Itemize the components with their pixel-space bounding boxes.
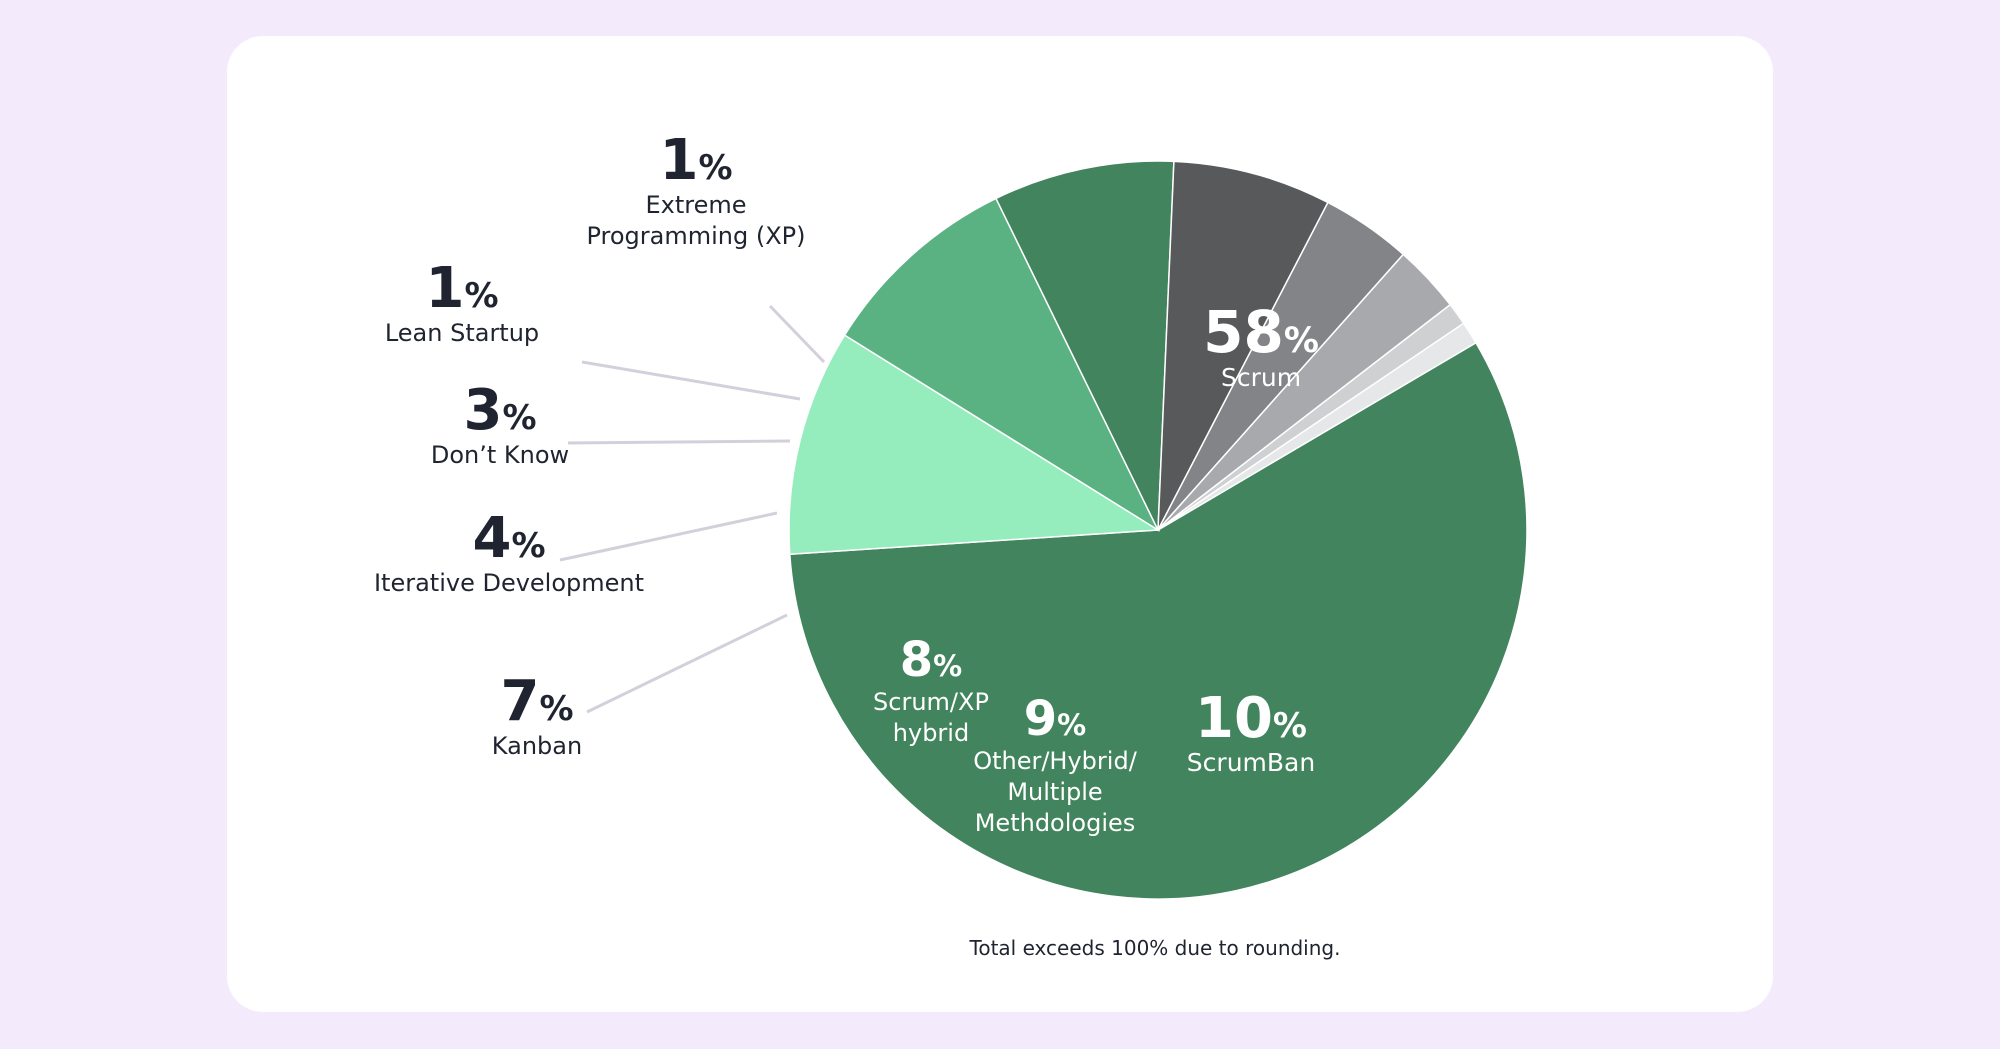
slice-value-label: 4% — [472, 506, 545, 571]
slice-label: 1%Extreme Programming (XP) — [586, 128, 805, 250]
slice-value-label: 10% — [1195, 686, 1307, 751]
leader-line — [567, 439, 791, 445]
slice-label: 8%Scrum/XP hybrid — [873, 632, 989, 747]
slice-category-label: Scrum — [1221, 363, 1301, 392]
leader-lines — [559, 304, 826, 714]
slice-category-label: Don’t Know — [431, 441, 569, 469]
slice-label: 10%ScrumBan — [1187, 686, 1315, 777]
pie-slice-extreme-programming-xp — [1157, 322, 1477, 531]
slice-category-label: ScrumBan — [1187, 748, 1315, 777]
slice-category-label: Lean Startup — [385, 319, 539, 347]
slice-label: 3%Don’t Know — [431, 378, 569, 469]
pie-slice-scrum-xp-hybrid — [994, 160, 1175, 531]
slice-category-label: Iterative Development — [374, 569, 644, 597]
leader-line — [586, 613, 788, 714]
slice-value-label: 1% — [659, 128, 732, 193]
slice-label: 1%Lean Startup — [385, 256, 539, 347]
slice-value-label: 58% — [1203, 298, 1319, 366]
pie-slice-scrum — [788, 341, 1528, 900]
slice-value-label: 7% — [500, 669, 573, 734]
pie-slice-scrumban — [788, 334, 1161, 556]
slice-label: 9%Other/Hybrid/Multiple Methdologies — [973, 691, 1137, 837]
pie-slice-kanban — [1157, 160, 1329, 531]
slice-value-label: 3% — [463, 378, 536, 443]
leader-line — [768, 304, 826, 364]
slice-label: 58%Scrum — [1203, 298, 1319, 392]
leader-line — [581, 360, 801, 401]
footnote: Total exceeds 100% due to rounding. — [969, 936, 1341, 960]
chart-card: 58% Scrum 10% ScrumBan 9% Other/Hybrid/Multip… — [227, 36, 1773, 1012]
slice-category-label: Multiple — [1007, 778, 1102, 806]
slice-category-label: Kanban — [492, 732, 582, 760]
slice-value-label: 8% — [900, 632, 962, 688]
slice-category-label: Methdologies — [975, 809, 1136, 837]
slice-category-label: Extreme — [645, 191, 746, 219]
slice-label: 7%Kanban — [492, 669, 582, 760]
slice-category-label: Scrum/XP — [873, 688, 989, 716]
leader-line — [559, 511, 778, 562]
slice-label: 4%Iterative Development — [374, 506, 644, 597]
slice-value-label: 1% — [425, 256, 498, 321]
pie-slices — [788, 160, 1528, 900]
slice-category-label: Programming (XP) — [586, 222, 805, 250]
pie-chart: 58%Scrum 10%ScrumBan 9%Other/Hybrid/Multip… — [374, 128, 1528, 960]
slice-value-label: 9% — [1024, 691, 1086, 747]
slice-category-label: Other/Hybrid/ — [973, 747, 1137, 775]
slice-labels: 58%Scrum 10%ScrumBan 9%Other/Hybrid/Multip… — [374, 128, 1319, 837]
pie-slice-other-hybrid-multiple-methdologies — [843, 197, 1160, 533]
slice-category-label: hybrid — [893, 719, 969, 747]
